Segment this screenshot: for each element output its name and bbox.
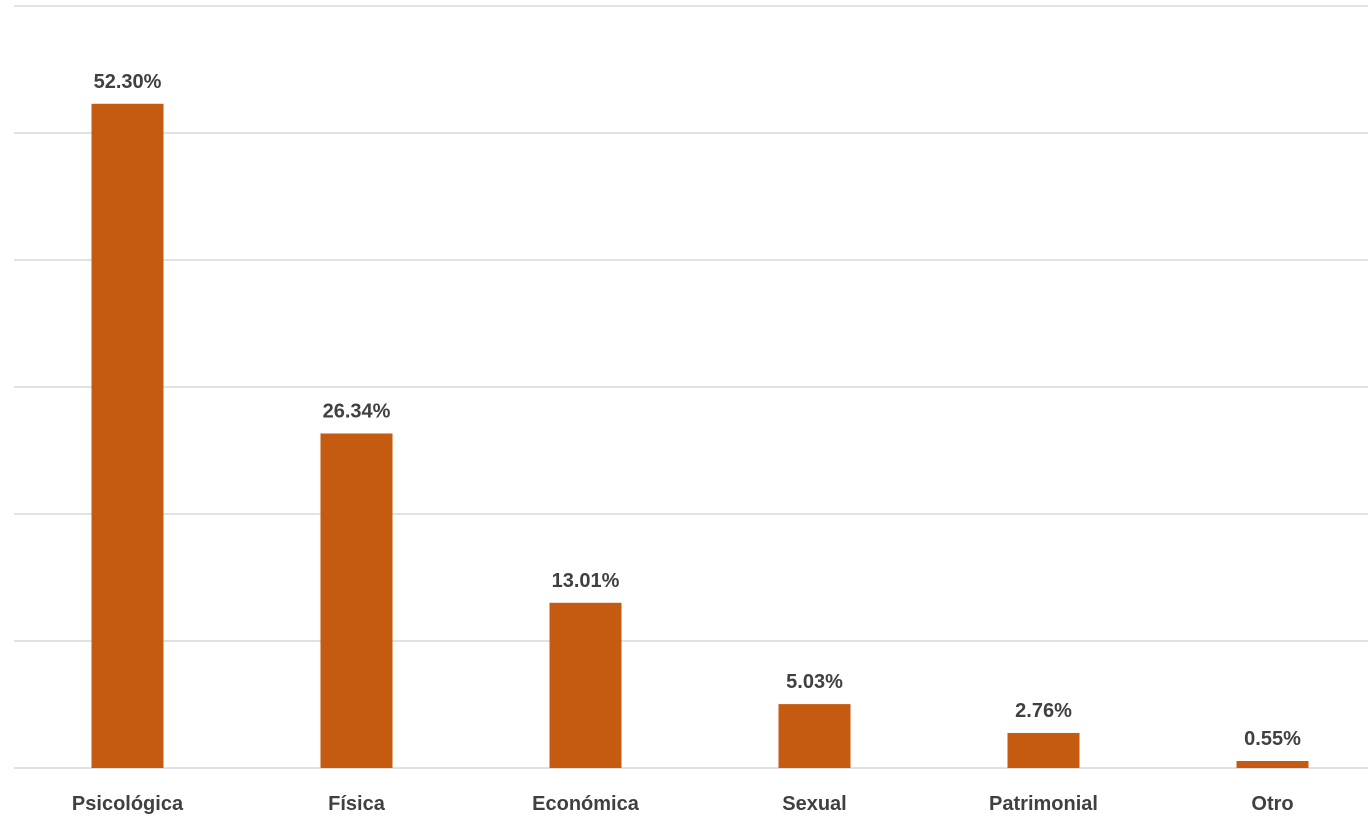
x-tick-label: Psicológica: [72, 793, 184, 815]
x-tick-label: Otro: [1251, 793, 1293, 815]
data-label: 5.03%: [786, 671, 843, 693]
data-label: 52.30%: [94, 71, 162, 93]
x-tick-label: Económica: [532, 793, 640, 815]
bar-sexual: [778, 704, 851, 768]
bar-física: [320, 433, 393, 768]
data-label: 13.01%: [552, 570, 620, 592]
bar-económica: [549, 602, 622, 768]
gridlines: [14, 5, 1368, 769]
bar-otro: [1236, 761, 1309, 768]
data-label: 2.76%: [1015, 700, 1072, 722]
bar-psicológica: [91, 103, 164, 769]
data-labels: 52.30% 26.34% 13.01% 5.03% 2.76% 0.55%: [94, 71, 1301, 750]
x-tick-label: Sexual: [782, 793, 846, 815]
bar-patrimonial: [1007, 732, 1080, 768]
x-tick-label: Física: [328, 793, 386, 815]
bars: [91, 103, 1309, 769]
data-label: 26.34%: [323, 400, 391, 422]
x-tick-label: Patrimonial: [989, 793, 1098, 815]
x-axis-tick-labels: Psicológica Física Económica Sexual Patrimon…: [72, 793, 1294, 815]
data-label: 0.55%: [1244, 728, 1301, 750]
